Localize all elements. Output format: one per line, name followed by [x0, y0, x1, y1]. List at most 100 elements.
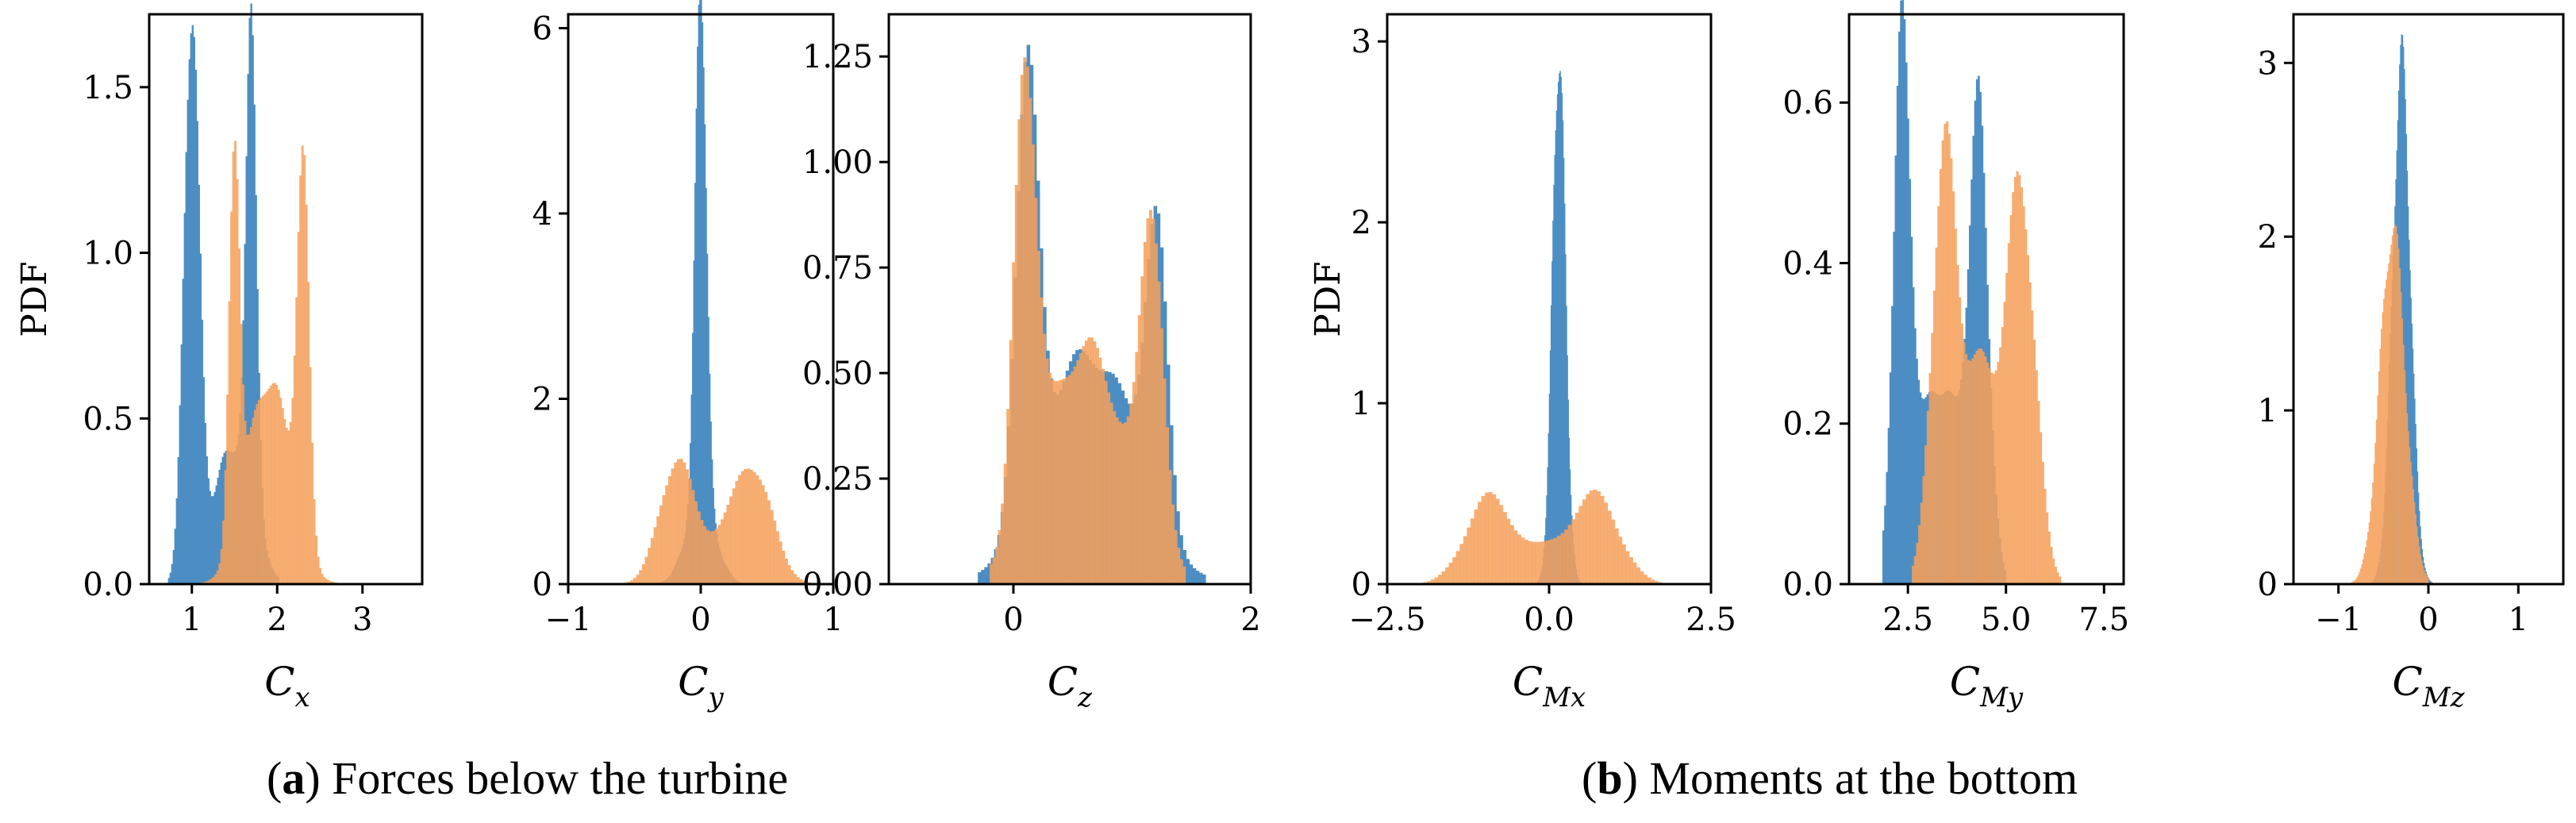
histogram-bar-orange	[238, 248, 240, 584]
histogram-bar-blue	[202, 377, 205, 584]
histogram-bar-orange	[218, 563, 221, 584]
histogram-bar-orange	[1463, 536, 1467, 584]
histogram-bar-orange	[697, 511, 701, 584]
histogram-bar-orange	[1034, 198, 1038, 584]
histogram-bar-orange	[291, 398, 294, 584]
histogram-bar-blue	[1562, 120, 1564, 584]
y-tick-label: 0.4	[1782, 245, 1833, 282]
y-tick-labels: 0.00 0.25 0.50 0.75 1.00 1.25	[802, 39, 873, 603]
histogram-bar-orange	[2367, 532, 2370, 584]
histogram-bar-orange	[2420, 560, 2423, 584]
histogram-bar-orange	[1988, 368, 1991, 584]
histogram-bar-orange	[667, 476, 671, 584]
histogram-bar-orange	[1059, 379, 1063, 584]
histogram-bar-blue	[1559, 73, 1560, 585]
histogram-bar-blue	[206, 456, 208, 584]
histogram-bar-orange	[627, 581, 631, 584]
x-axis-label: Cx	[264, 659, 310, 713]
histogram-bar-orange	[265, 391, 268, 584]
histogram-bar-orange	[770, 510, 774, 584]
histogram-bar-orange	[307, 282, 310, 584]
histogram-bar-orange	[1593, 489, 1598, 584]
histogram-bar-blue	[2407, 206, 2409, 584]
histogram-bar-orange	[1979, 348, 1983, 584]
histogram-bar-orange	[1148, 210, 1152, 584]
x-tick-labels: −2.5 0.0 2.5	[1348, 602, 1736, 638]
histogram-bar-orange	[323, 576, 325, 584]
histogram-bar-orange	[2423, 570, 2425, 584]
histogram-bar-orange	[1524, 540, 1529, 584]
histogram-bar-orange	[1975, 350, 1978, 584]
histogram-bar-orange	[1006, 409, 1010, 584]
histogram-orange	[2343, 224, 2429, 584]
x-tick-label: 7.5	[2078, 602, 2129, 638]
histogram-bar-orange	[1051, 379, 1055, 584]
x-tick-label: −1	[545, 602, 592, 638]
histogram-bar-orange	[327, 579, 329, 584]
histogram-bar-orange	[267, 388, 271, 584]
histogram-bar-orange	[1506, 518, 1511, 584]
y-axis-label: PDF	[1308, 261, 1348, 337]
histogram-bar-blue	[2413, 373, 2415, 584]
x-tick-label: 0	[690, 602, 710, 638]
histogram-bar-blue	[1903, 19, 1906, 585]
histogram-bar-blue	[1560, 76, 1562, 585]
histogram-bar-blue	[220, 462, 222, 584]
histogram-bar-blue	[1909, 179, 1911, 584]
histogram-bar-orange	[653, 527, 657, 584]
histogram-bar-orange	[2397, 248, 2400, 584]
histogram-bar-blue	[1555, 130, 1557, 584]
histogram-bar-orange	[1467, 527, 1471, 584]
histogram-bar-orange	[2028, 282, 2032, 584]
x-axis-label: Cz	[1048, 659, 1093, 713]
histogram-bar-orange	[1644, 575, 1648, 584]
histogram-bar-blue	[1556, 94, 1559, 585]
histogram-bar-orange	[220, 548, 223, 584]
histogram-orange	[1912, 121, 2062, 585]
histogram-bar-orange	[1618, 536, 1623, 584]
tick-marks	[1378, 40, 1713, 594]
histogram-bar-orange	[252, 417, 255, 584]
histogram-bar-orange	[2404, 370, 2406, 584]
histogram-bar-blue	[167, 578, 171, 584]
histogram-bar-orange	[1492, 494, 1497, 584]
histogram-bar-orange	[224, 470, 227, 584]
histogram-bar-blue	[1889, 372, 1892, 584]
histogram-bar-orange	[2375, 419, 2378, 584]
histogram-bar-orange	[641, 563, 645, 584]
histogram-bar-orange	[1941, 140, 1944, 584]
histogram-bar-orange	[1607, 510, 1612, 584]
y-tick-label: 0	[1351, 567, 1371, 603]
histogram-bar-blue	[182, 279, 185, 584]
caption-a: (a) Forces below the turbine	[267, 752, 788, 804]
histogram-bar-blue	[172, 550, 175, 584]
histogram-bar-orange	[2012, 192, 2015, 584]
histogram-bar-blue	[196, 121, 198, 585]
histogram-bar-orange	[1001, 503, 1005, 584]
histogram-bar-orange	[2352, 581, 2355, 584]
histogram-bar-orange	[2059, 576, 2062, 584]
histogram-bar-orange	[248, 434, 251, 584]
histogram-bar-orange	[2402, 344, 2405, 584]
histogram-bar-blue	[1974, 100, 1977, 585]
histogram-bar-blue	[204, 422, 206, 584]
histogram-bar-orange	[1179, 559, 1183, 584]
histogram-bar-orange	[1135, 352, 1139, 584]
histogram-bar-orange	[1918, 525, 1921, 584]
histogram-bar-blue	[1548, 394, 1551, 584]
histogram-bar-orange	[1025, 66, 1029, 584]
histogram-bar-orange	[2054, 567, 2057, 584]
histogram-bar-orange	[277, 390, 280, 584]
histogram-bar-orange	[1155, 243, 1158, 584]
histogram-bar-orange	[749, 469, 753, 584]
histogram-bar-blue	[978, 572, 982, 584]
histogram-bar-orange	[1654, 581, 1659, 584]
histogram-bar-blue	[1547, 467, 1548, 584]
histogram-bar-orange	[212, 576, 215, 584]
histogram-bar-blue	[2408, 240, 2410, 584]
histogram-bar-orange	[639, 570, 643, 584]
panel-cmx: −2.5 0.0 2.5 0 1 2 3 PDF CMx	[1308, 13, 1736, 713]
histogram-bar-orange	[2362, 559, 2364, 584]
histogram-bar-blue	[697, 46, 699, 585]
